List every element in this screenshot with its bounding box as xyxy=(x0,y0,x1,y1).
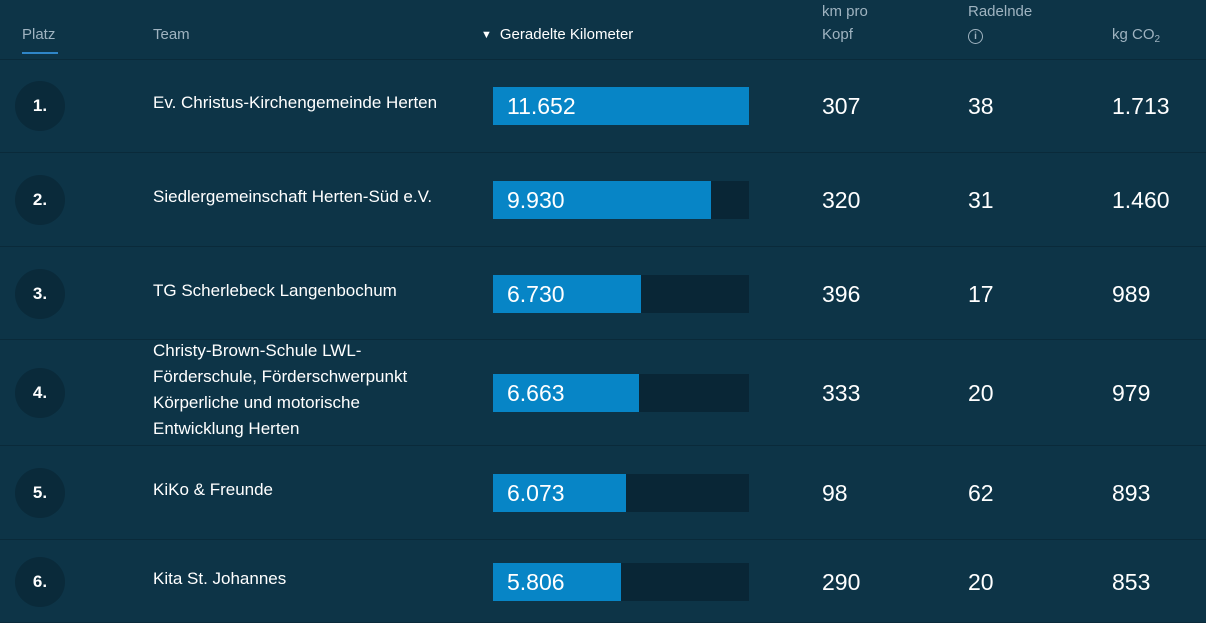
km-bar-fill xyxy=(493,87,749,125)
table-row[interactable]: 5. KiKo & Freunde 6.073 98 62 893 xyxy=(0,446,1206,540)
table-row[interactable]: 6. Kita St. Johannes 5.806 290 20 853 xyxy=(0,540,1206,623)
km-bar-fill xyxy=(493,562,621,601)
co2-value: 1.460 xyxy=(1112,187,1170,213)
co2-value: 893 xyxy=(1112,480,1151,506)
km-pro-kopf-value: 333 xyxy=(822,380,861,406)
km-value: 6.073 xyxy=(507,480,565,506)
team-name: Kita St. Johannes xyxy=(153,568,287,588)
km-bar-fill xyxy=(493,474,627,512)
column-header-km[interactable]: ▼ Geradelte Kilometer xyxy=(481,23,633,46)
radelnde-value: 38 xyxy=(968,93,994,119)
table-row[interactable]: 3. TG Scherlebeck Langenbochum 6.730 396 17 9… xyxy=(0,247,1206,340)
rank-badge: 3. xyxy=(15,268,65,319)
km-value: 5.806 xyxy=(507,568,565,595)
table-row[interactable]: 1. Ev. Christus-Kirchengemeinde Herten 11.… xyxy=(0,59,1206,153)
km-value: 6.663 xyxy=(507,380,565,406)
rank-badge: 2. xyxy=(15,175,65,225)
sort-down-icon: ▼ xyxy=(481,29,492,41)
km-bar-fill xyxy=(493,274,641,313)
team-name: TG Scherlebeck Langenbochum xyxy=(153,280,397,300)
km-bar-fill xyxy=(493,181,712,219)
radelnde-value: 17 xyxy=(968,280,994,307)
rank-badge: 4. xyxy=(15,368,65,418)
km-pro-kopf-value: 396 xyxy=(822,280,861,307)
km-pro-kopf-value: 290 xyxy=(822,568,861,595)
km-pro-kopf-value: 320 xyxy=(822,187,861,213)
co2-value: 853 xyxy=(1112,568,1151,595)
rank-badge: 6. xyxy=(15,556,65,607)
team-name: Siedlergemeinschaft Herten-Süd e.V. xyxy=(153,187,433,206)
km-bar: 6.073 xyxy=(493,474,749,512)
km-bar: 11.652 xyxy=(493,87,749,125)
column-header-co2[interactable]: kg CO2 xyxy=(1112,23,1160,51)
co2-value: 1.713 xyxy=(1112,93,1170,119)
column-header-radelnde[interactable]: Radelnde i xyxy=(968,0,1032,46)
active-sort-underline xyxy=(22,52,58,54)
column-header-km-label: Geradelte Kilometer xyxy=(499,26,634,43)
co2-value: 989 xyxy=(1112,280,1151,307)
co2-value: 979 xyxy=(1112,380,1151,406)
table-row[interactable]: 4. Christy-Brown-Schule LWL-Förderschule,… xyxy=(0,340,1206,446)
info-icon[interactable]: i xyxy=(968,29,983,44)
team-name: Ev. Christus-Kirchengemeinde Herten xyxy=(153,93,438,112)
km-value: 9.930 xyxy=(507,187,565,213)
column-header-team[interactable]: Team xyxy=(153,26,190,43)
team-name: Christy-Brown-Schule LWL-Förderschule, F… xyxy=(153,341,408,438)
radelnde-value: 20 xyxy=(968,568,994,595)
km-value: 11.652 xyxy=(507,93,576,119)
table-header: Platz Team ▼ Geradelte Kilometer km pro … xyxy=(0,0,1206,60)
column-header-platz[interactable]: Platz xyxy=(22,26,56,43)
km-bar: 6.663 xyxy=(493,374,749,412)
km-bar: 5.806 xyxy=(493,562,749,601)
km-bar: 9.930 xyxy=(493,181,749,219)
km-value: 6.730 xyxy=(507,280,565,307)
column-header-radelnde-label: Radelnde xyxy=(968,3,1033,20)
table-row[interactable]: 2. Siedlergemeinschaft Herten-Süd e.V. 9.9… xyxy=(0,153,1206,247)
radelnde-value: 62 xyxy=(968,480,994,506)
co2-subscript: 2 xyxy=(1154,34,1161,45)
km-bar-fill xyxy=(493,374,640,412)
rank-badge: 1. xyxy=(15,81,65,131)
km-bar: 6.730 xyxy=(493,274,749,313)
team-name: KiKo & Freunde xyxy=(153,480,274,499)
column-header-km-pro-kopf[interactable]: km pro Kopf xyxy=(822,3,868,43)
radelnde-value: 31 xyxy=(968,187,994,213)
radelnde-value: 20 xyxy=(968,380,994,406)
rank-badge: 5. xyxy=(15,468,65,518)
km-pro-kopf-value: 98 xyxy=(822,480,848,506)
column-header-co2-label: kg CO xyxy=(1112,26,1155,43)
km-pro-kopf-value: 307 xyxy=(822,93,861,119)
